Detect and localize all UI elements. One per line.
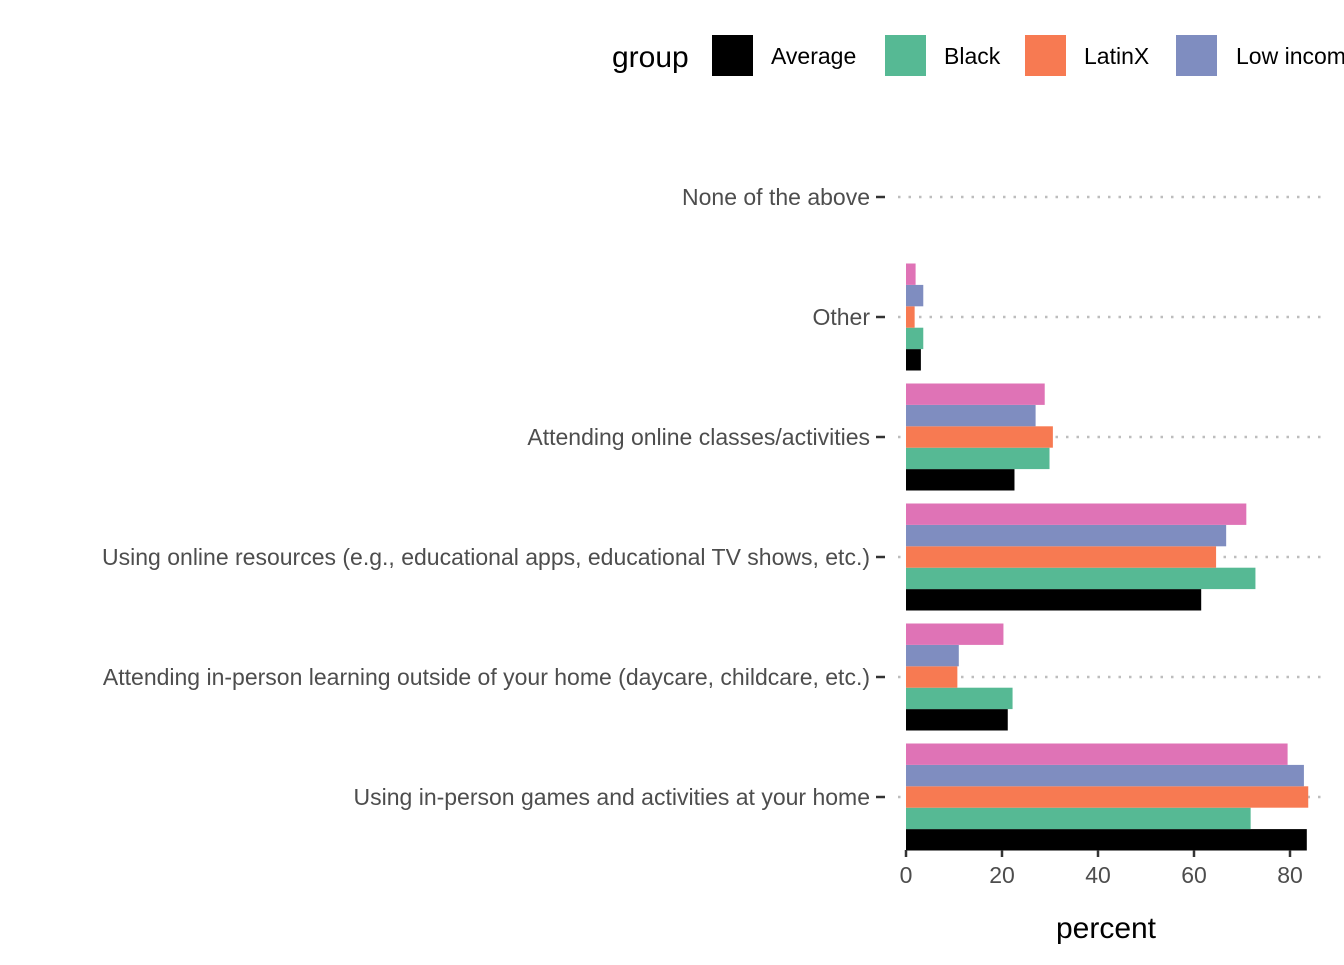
- bar: [906, 743, 1288, 765]
- bar: [906, 623, 1004, 645]
- y-tick-label: Using online resources (e.g., educationa…: [102, 544, 870, 570]
- bar: [906, 644, 959, 667]
- bar: [906, 263, 916, 285]
- y-tick-label: Attending online classes/activities: [527, 424, 870, 450]
- x-axis-title: percent: [1056, 912, 1157, 945]
- bar: [906, 807, 1251, 830]
- bar: [906, 469, 1015, 491]
- legend-key: [1174, 33, 1219, 78]
- bar: [906, 503, 1247, 525]
- bars-layer: [906, 263, 1309, 851]
- bar: [906, 383, 1045, 405]
- bar: [906, 567, 1256, 590]
- bar: [906, 786, 1309, 808]
- x-tick-label: 80: [1277, 862, 1303, 888]
- x-tick-label: 20: [989, 862, 1015, 888]
- legend-key: [710, 33, 755, 78]
- bar: [906, 447, 1050, 470]
- bar: [906, 829, 1307, 851]
- y-tick-label: Other: [812, 304, 870, 330]
- legend-key: [883, 33, 928, 78]
- x-tick-label: 0: [900, 862, 913, 888]
- bar: [906, 666, 958, 688]
- legend-label: LatinX: [1084, 43, 1149, 69]
- y-axis: Using in-person games and activities at …: [102, 184, 885, 810]
- y-tick-label: Using in-person games and activities at …: [354, 784, 870, 810]
- legend-label: Low income: [1236, 43, 1344, 69]
- bar: [906, 546, 1217, 568]
- bar: [906, 349, 921, 371]
- bar: [906, 306, 915, 328]
- bar: [906, 589, 1202, 611]
- x-tick-label: 40: [1085, 862, 1111, 888]
- bar: [906, 709, 1008, 731]
- bar: [906, 687, 1013, 710]
- bar: [906, 404, 1036, 427]
- legend: group Average Black LatinX Low income: [612, 33, 1344, 78]
- legend-key: [1023, 33, 1068, 78]
- bar: [906, 426, 1053, 448]
- legend-label: Black: [944, 43, 1001, 69]
- bar: [906, 524, 1227, 547]
- y-tick-label: Attending in-person learning outside of …: [103, 664, 870, 690]
- legend-title: group: [612, 41, 689, 74]
- x-tick-label: 60: [1181, 862, 1207, 888]
- bar: [906, 327, 924, 350]
- legend-label: Average: [771, 43, 856, 69]
- bar: [906, 284, 924, 307]
- bar: [906, 764, 1304, 787]
- x-axis: 0 20 40 60 80: [900, 850, 1303, 888]
- y-tick-label: None of the above: [682, 184, 870, 210]
